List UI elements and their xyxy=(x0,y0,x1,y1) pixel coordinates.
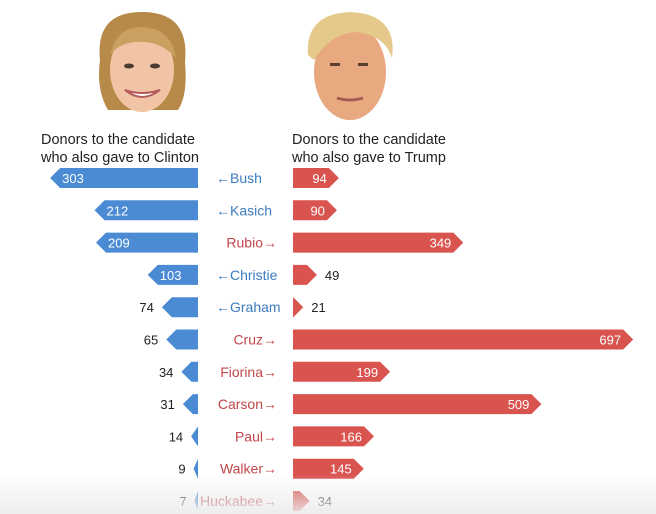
left-title-line: Donors to the candidate xyxy=(41,132,195,148)
value-label-clinton: 212 xyxy=(107,203,129,218)
value-label-clinton: 303 xyxy=(62,171,84,186)
value-label-clinton: 14 xyxy=(169,429,183,444)
value-label-clinton: 209 xyxy=(108,236,130,251)
value-label-clinton: 74 xyxy=(139,300,153,315)
value-label-clinton: 103 xyxy=(160,268,182,283)
value-label-trump: 94 xyxy=(312,171,326,186)
bar-trump-cruz xyxy=(293,329,634,350)
bar-clinton-christie xyxy=(147,264,198,285)
bar-clinton-paul xyxy=(191,426,198,447)
bar-clinton-kasich xyxy=(94,200,198,221)
category-label: Cruz→ xyxy=(233,332,277,348)
category-label: Paul→ xyxy=(235,428,277,444)
category-label: Carson→ xyxy=(218,396,277,412)
bar-trump-carson xyxy=(293,394,542,415)
left-title: Donors to the candidate who also gave to… xyxy=(41,131,199,167)
value-label-trump: 49 xyxy=(325,268,339,283)
bar-clinton-huckabee xyxy=(194,491,198,511)
bar-trump-huckabee xyxy=(293,491,310,511)
value-label-trump: 697 xyxy=(599,333,621,348)
bar-clinton-graham xyxy=(161,297,198,318)
value-label-trump: 199 xyxy=(356,365,378,380)
bar-trump-paul xyxy=(293,426,375,447)
bar-trump-christie xyxy=(293,264,317,285)
category-label: Walker→ xyxy=(220,461,277,477)
value-label-trump: 145 xyxy=(330,462,352,477)
value-label-clinton: 31 xyxy=(160,397,174,412)
value-label-trump: 34 xyxy=(318,494,332,509)
right-title-line: who also gave to Trump xyxy=(292,150,446,166)
bar-clinton-rubio xyxy=(96,232,198,253)
category-label: Huckabee→ xyxy=(200,493,277,509)
value-label-clinton: 34 xyxy=(159,365,173,380)
bar-trump-kasich xyxy=(293,200,337,221)
bar-trump-graham xyxy=(293,297,304,318)
bar-clinton-walker xyxy=(193,458,198,479)
category-label: Fiorina→ xyxy=(220,364,277,380)
trump-portrait xyxy=(307,12,393,120)
value-label-clinton: 9 xyxy=(178,462,185,477)
bar-trump-bush xyxy=(293,168,339,188)
value-label-trump: 349 xyxy=(430,236,452,251)
clinton-portrait xyxy=(99,12,186,112)
value-label-trump: 90 xyxy=(310,203,324,218)
category-label: ←Christie xyxy=(216,267,278,283)
value-label-trump: 21 xyxy=(311,300,325,315)
bar-trump-rubio xyxy=(293,232,464,253)
category-label: ←Graham xyxy=(216,299,281,315)
right-title: Donors to the candidate who also gave to… xyxy=(292,131,446,167)
value-label-clinton: 7 xyxy=(179,494,186,509)
category-label: ←Bush xyxy=(216,170,262,186)
category-label: Rubio→ xyxy=(226,235,277,251)
bar-clinton-bush xyxy=(50,168,198,188)
bar-trump-walker xyxy=(293,458,364,479)
bar-clinton-carson xyxy=(182,394,198,415)
right-title-line: Donors to the candidate xyxy=(292,132,446,148)
value-label-clinton: 65 xyxy=(144,333,158,348)
value-label-trump: 509 xyxy=(508,397,530,412)
bar-clinton-fiorina xyxy=(181,361,198,382)
bar-trump-fiorina xyxy=(293,361,391,382)
category-label: ←Kasich xyxy=(216,202,272,218)
bar-clinton-cruz xyxy=(166,329,198,350)
left-title-line: who also gave to Clinton xyxy=(41,150,199,166)
value-label-trump: 166 xyxy=(340,429,362,444)
